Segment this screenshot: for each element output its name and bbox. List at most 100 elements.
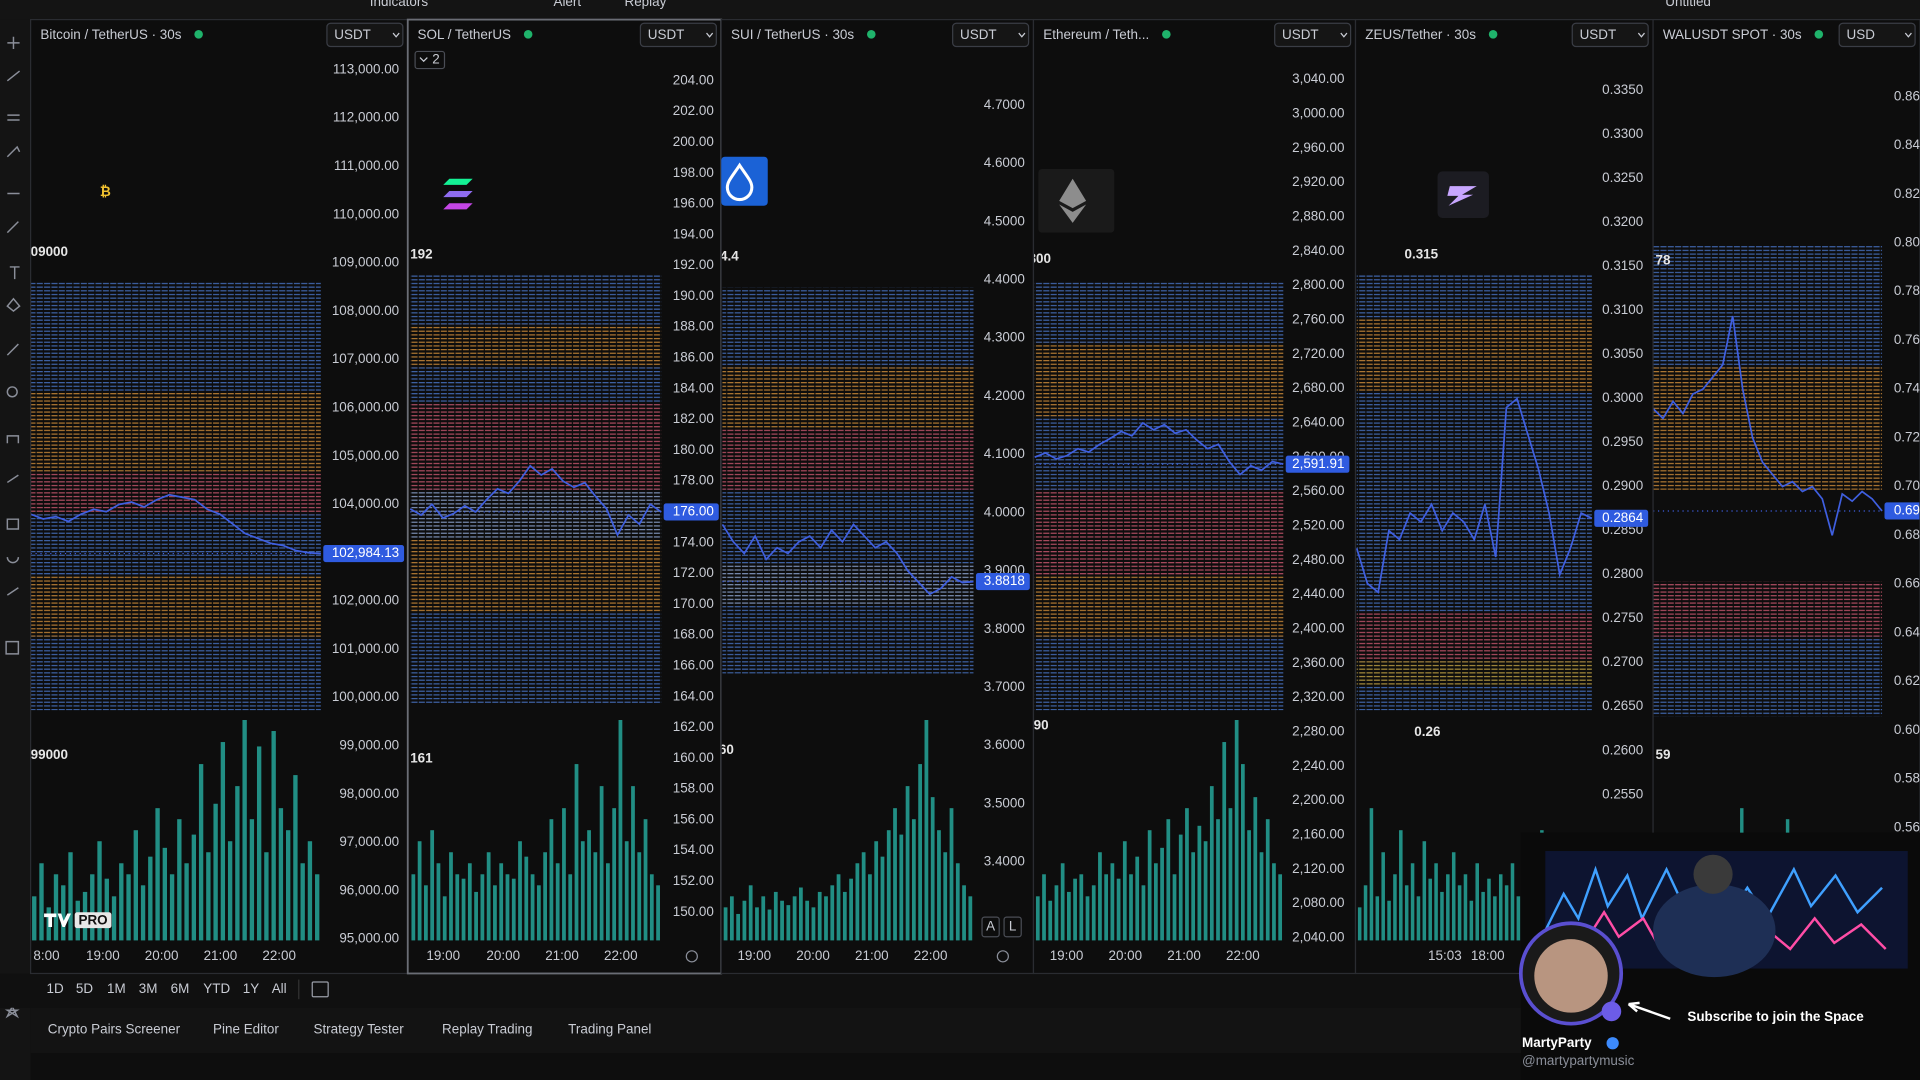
- toolbar-item[interactable]: Untitled: [1665, 0, 1711, 9]
- volume-bar: [1416, 896, 1421, 941]
- y-tick-label: 152.00: [673, 873, 714, 888]
- settings-icon[interactable]: [996, 950, 1009, 963]
- heatmap-band: [1034, 575, 1284, 637]
- toolbar-item[interactable]: Alert: [553, 0, 581, 9]
- y-tick-label: 188.00: [673, 319, 714, 334]
- panel-title[interactable]: Ethereum / Teth...: [1043, 27, 1149, 42]
- volume-bar: [1098, 852, 1102, 941]
- y-tick-label: 0.56: [1894, 819, 1920, 834]
- volume-bar: [1381, 852, 1385, 941]
- panels: 113,000.00 112,000.00 111,000.00 110,000.00…: [30, 18, 1920, 975]
- y-tick-label: 2,680.00: [1292, 380, 1344, 395]
- volume-bar: [842, 891, 847, 941]
- bottom-tab[interactable]: Trading Panel: [568, 1021, 651, 1036]
- timeframe-button[interactable]: 1Y: [243, 981, 259, 996]
- volume-bar: [1247, 830, 1251, 941]
- big-level-top: 0.315: [1404, 246, 1438, 261]
- panel-title[interactable]: SOL / TetherUS: [418, 27, 511, 42]
- axis-button[interactable]: [981, 916, 1000, 938]
- volume-bar: [905, 786, 910, 941]
- volume-bar: [643, 819, 648, 941]
- y-tick-label: 102,000.00: [332, 593, 399, 608]
- y-tick-label: 4.7000: [984, 97, 1025, 112]
- y-tick-label: 164.00: [673, 688, 714, 703]
- heatmap-band: [722, 367, 974, 429]
- y-tick-label: 0.64: [1894, 624, 1920, 639]
- y-tick-label: 0.2950: [1602, 434, 1643, 449]
- volume-bar: [1387, 900, 1391, 941]
- settings-icon[interactable]: [685, 950, 698, 963]
- panel-title[interactable]: SUI / TetherUS · 30s: [731, 27, 854, 42]
- chart-panel: 3,040.00 3,000.00 2,960.00 2,920.00 2,880.00…: [1033, 19, 1356, 974]
- y-tick-label: 186.00: [673, 350, 714, 365]
- bottom-tab[interactable]: Crypto Pairs Screener: [48, 1021, 181, 1036]
- volume-bar: [1129, 874, 1133, 941]
- heatmap-band: [30, 391, 321, 472]
- badge-box[interactable]: [414, 50, 446, 70]
- currency-box[interactable]: [1838, 22, 1916, 48]
- btc-icon: ₿: [100, 184, 111, 199]
- bottom-tab[interactable]: Pine Editor: [213, 1021, 279, 1036]
- currency-box[interactable]: [639, 22, 717, 48]
- calendar-icon[interactable]: [311, 981, 329, 998]
- currency-box[interactable]: [952, 22, 1030, 48]
- volume-bar: [780, 900, 784, 941]
- chart-panel: 0.86 0.84 0.82 0.80 0.78 0.76 0.74 0.72 0.70 0.68…: [1653, 19, 1920, 974]
- x-tick-label: 8:00: [33, 948, 59, 963]
- timeframe-button[interactable]: YTD: [203, 981, 230, 996]
- timeframe-button[interactable]: 5D: [76, 981, 93, 996]
- toolbar-item[interactable]: Replay: [624, 0, 666, 9]
- y-tick-label: 0.72: [1894, 429, 1920, 444]
- volume-bar: [811, 907, 816, 941]
- volume-bar: [53, 874, 59, 941]
- timeframe-button[interactable]: 1M: [107, 981, 126, 996]
- volume-bar: [104, 878, 109, 941]
- timeframe-button[interactable]: 6M: [171, 981, 190, 996]
- y-tick-label: 4.5000: [984, 213, 1025, 228]
- volume-bar: [874, 841, 879, 941]
- channel-handle: @martypartymusic: [1522, 1053, 1635, 1068]
- panel-title[interactable]: Bitcoin / TetherUS · 30s: [40, 27, 181, 42]
- currency-box[interactable]: [326, 22, 404, 48]
- y-tick-label: 0.2600: [1602, 742, 1643, 757]
- y-tick-label: 2,640.00: [1292, 415, 1344, 430]
- volume-bar: [1498, 874, 1503, 941]
- currency-box[interactable]: [1274, 22, 1352, 48]
- timeframe-button[interactable]: 3M: [139, 981, 158, 996]
- y-tick-label: 111,000.00: [334, 158, 399, 173]
- heatmap-band: [30, 514, 321, 576]
- panel-title[interactable]: WALUSDT SPOT · 30s: [1663, 27, 1802, 42]
- volume-bar: [97, 841, 102, 941]
- timeframe-button[interactable]: All: [272, 981, 287, 996]
- volume-bar: [518, 841, 522, 941]
- volume-bar: [1203, 841, 1208, 941]
- status-dot: [867, 30, 876, 39]
- axis-button-label: L: [1009, 919, 1017, 934]
- heatmap-band: [1356, 275, 1592, 319]
- axis-button[interactable]: [1003, 916, 1022, 938]
- volume-bar: [32, 896, 37, 941]
- sol-bar: [443, 191, 473, 198]
- volume-bar: [442, 896, 447, 941]
- volume-bar: [155, 808, 160, 941]
- y-tick-label: 204.00: [673, 72, 714, 87]
- big-level-top: 4.4: [720, 249, 739, 264]
- volume-bar: [1440, 891, 1444, 941]
- big-level-top: 09000: [31, 244, 68, 259]
- y-tick-label: 0.84: [1894, 137, 1920, 152]
- panel-title[interactable]: ZEUS/Tether · 30s: [1365, 27, 1476, 42]
- timeframe-button[interactable]: 1D: [47, 981, 64, 996]
- toolbar-item[interactable]: Indicators: [370, 0, 429, 9]
- volume-bar: [1399, 830, 1403, 941]
- currency-box[interactable]: [1571, 22, 1649, 48]
- heatmap-band: [722, 606, 974, 674]
- volume-bar: [606, 863, 610, 941]
- volume-bar: [1085, 896, 1090, 941]
- big-level-bottom: .60: [715, 742, 734, 757]
- currency-label: USD: [1847, 27, 1876, 42]
- price-badge-label: 0.69: [1894, 503, 1920, 518]
- x-tick-label: 19:00: [426, 948, 460, 963]
- heatmap-band: [410, 324, 662, 368]
- bottom-tab[interactable]: Replay Trading: [442, 1021, 533, 1036]
- bottom-tab[interactable]: Strategy Tester: [313, 1021, 404, 1036]
